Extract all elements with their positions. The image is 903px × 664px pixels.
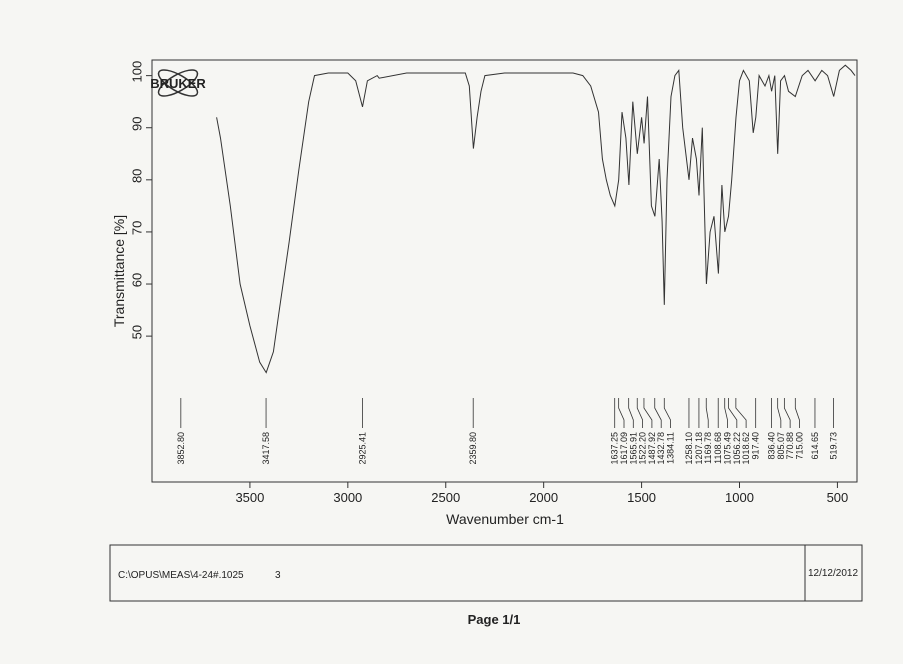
peak-label: 519.73 bbox=[829, 432, 839, 460]
page-number: Page 1/1 bbox=[468, 612, 521, 627]
x-tick-label: 1000 bbox=[725, 490, 754, 505]
y-tick-label: 50 bbox=[129, 325, 144, 339]
footer-box bbox=[109, 544, 863, 602]
logo: BRUKER bbox=[150, 69, 206, 97]
peak-label: 1565.91 bbox=[628, 432, 638, 465]
peak-marker bbox=[728, 398, 738, 428]
peak-marker bbox=[663, 398, 671, 428]
peak-label: 917.40 bbox=[751, 432, 761, 460]
footer-date: 12/12/2012 bbox=[808, 568, 858, 579]
y-tick-label: 60 bbox=[129, 273, 144, 287]
x-tick-label: 3500 bbox=[235, 490, 264, 505]
peak-marker bbox=[777, 398, 782, 428]
y-tick-label: 80 bbox=[129, 169, 144, 183]
peak-label: 805.07 bbox=[776, 432, 786, 460]
peak-marker bbox=[705, 398, 709, 428]
y-tick-label: 70 bbox=[129, 221, 144, 235]
peak-marker bbox=[735, 398, 747, 428]
peak-marker bbox=[618, 398, 625, 428]
x-axis-label: Wavenumber cm-1 bbox=[446, 511, 564, 527]
footer-file: C:\OPUS\MEAS\4-24#.1025 bbox=[118, 570, 244, 581]
peak-label: 715.00 bbox=[794, 432, 804, 460]
peak-label: 1169.78 bbox=[703, 432, 713, 464]
peak-label: 1207.18 bbox=[694, 432, 704, 465]
x-tick-label: 2000 bbox=[529, 490, 558, 505]
peak-marker bbox=[783, 398, 791, 428]
peak-label: 770.88 bbox=[785, 432, 795, 460]
plot-frame bbox=[151, 59, 858, 483]
peak-label: 1075.49 bbox=[723, 432, 733, 465]
x-tick-label: 500 bbox=[827, 490, 849, 505]
peak-label: 2925.41 bbox=[357, 432, 367, 465]
y-axis-label: Transmittance [%] bbox=[111, 215, 127, 327]
y-tick-label: 90 bbox=[129, 116, 144, 130]
x-tick-label: 2500 bbox=[431, 490, 460, 505]
logo-text: BRUKER bbox=[150, 76, 206, 91]
peak-marker bbox=[628, 398, 634, 428]
peak-marker bbox=[636, 398, 644, 428]
peak-label: 1487.92 bbox=[647, 432, 657, 465]
peak-marker bbox=[654, 398, 662, 428]
peak-label: 614.65 bbox=[810, 432, 820, 460]
peak-label: 2359.80 bbox=[468, 432, 478, 465]
peak-label: 1522.20 bbox=[638, 432, 648, 465]
peak-label: 1384.11 bbox=[666, 432, 676, 464]
peak-label: 1432.78 bbox=[656, 432, 666, 465]
footer-number: 3 bbox=[275, 570, 281, 581]
peak-label: 1108.68 bbox=[713, 432, 723, 464]
peak-marker bbox=[643, 398, 653, 428]
x-tick-label: 1500 bbox=[627, 490, 656, 505]
x-tick-label: 3000 bbox=[333, 490, 362, 505]
peak-label: 1637.25 bbox=[610, 432, 620, 465]
peak-label: 1617.09 bbox=[619, 432, 629, 465]
peak-label: 836.40 bbox=[767, 432, 777, 460]
peak-label: 3852.80 bbox=[176, 432, 186, 465]
peak-marker bbox=[724, 398, 728, 428]
peak-label: 3417.58 bbox=[261, 432, 271, 465]
peak-label: 1258.10 bbox=[684, 432, 694, 465]
peak-marker bbox=[794, 398, 800, 428]
spectrum-line bbox=[216, 64, 856, 374]
peak-label: 1056.22 bbox=[732, 432, 742, 465]
peak-label: 1018.62 bbox=[741, 432, 751, 465]
y-tick-label: 100 bbox=[129, 61, 144, 83]
